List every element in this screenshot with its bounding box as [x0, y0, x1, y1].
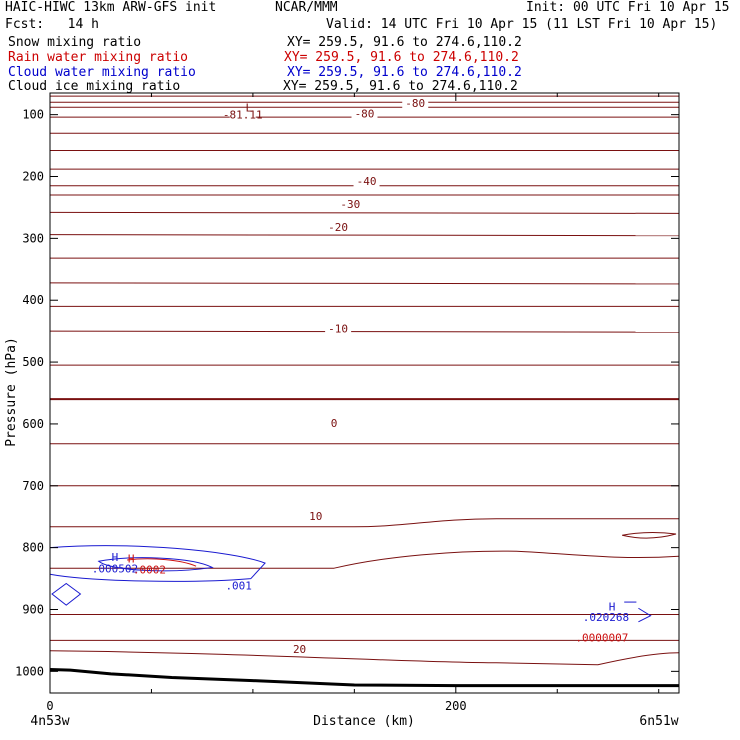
- contour-value-label: .001: [225, 580, 252, 593]
- y-tick-label: 200: [22, 170, 44, 184]
- isotherm-line: [49, 282, 680, 285]
- y-tick-label: 600: [22, 417, 44, 431]
- org-title: NCAR/MMM: [275, 0, 338, 15]
- cloud-water-diamond: [51, 582, 82, 606]
- isotherm-label: -80: [405, 97, 425, 110]
- isotherm-label-bg: [302, 510, 329, 523]
- isotherm-label: -81.11: [223, 108, 263, 121]
- isotherm-label-bg: [353, 176, 380, 189]
- cloud-water-contour-right: [638, 607, 652, 623]
- isotherm-closed-contour: [622, 531, 677, 539]
- field-cloud-water-name: Cloud water mixing ratio: [8, 65, 196, 80]
- y-tick-label: 300: [22, 231, 44, 245]
- contour-value-label: .020268: [583, 611, 629, 624]
- isotherm-line: [50, 550, 680, 569]
- extremum-label: H: [609, 601, 616, 614]
- isotherm-label: 0: [331, 417, 338, 430]
- contour-value-label: .0002: [133, 564, 166, 577]
- y-axis-label: Pressure (hPa): [4, 337, 19, 447]
- contour-value-label: .000502: [92, 562, 138, 575]
- isotherm-label-bg: [351, 108, 378, 121]
- x-start-label: 4n53w: [30, 714, 69, 729]
- valid-time: Valid: 14 UTC Fri 10 Apr 15 (11 LST Fri …: [326, 17, 718, 32]
- y-tick-label: 800: [22, 541, 44, 555]
- x-tick-label: 0: [46, 699, 53, 713]
- isotherm-label: -10: [328, 322, 348, 335]
- plot-frame: [49, 92, 680, 694]
- isotherm-label-bg: [402, 98, 429, 111]
- cloud-water-contour-inner: [97, 557, 214, 572]
- y-tick-label: 500: [22, 355, 44, 369]
- field-rain-xy: XY= 259.5, 91.6 to 274.6,110.2: [284, 50, 519, 65]
- ground-line: [49, 667, 679, 688]
- isotherm-line: [49, 330, 680, 333]
- field-cloud-ice-xy: XY= 259.5, 91.6 to 274.6,110.2: [283, 79, 518, 94]
- x-tick-label: 200: [445, 699, 467, 713]
- field-snow-name: Snow mixing ratio: [8, 35, 142, 50]
- field-cloud-water-xy: XY= 259.5, 91.6 to 274.6,110.2: [287, 65, 522, 80]
- x-end-label: 6n51w: [639, 714, 678, 729]
- isotherm-label-bg: [325, 323, 352, 336]
- extremum-label: H: [112, 551, 119, 564]
- x-axis-label: Distance (km): [313, 714, 415, 729]
- isotherm-label: -30: [340, 198, 360, 211]
- isotherm-label: -40: [357, 175, 377, 188]
- extremum-label: L: [246, 102, 253, 115]
- model-title: HAIC-HIWC 13km ARW-GFS init: [5, 0, 217, 15]
- forecast-hour: Fcst: 14 h: [5, 17, 99, 32]
- isotherm-label-bg: [229, 109, 256, 122]
- field-snow-xy: XY= 259.5, 91.6 to 274.6,110.2: [287, 35, 522, 50]
- isotherm-line: [49, 650, 680, 666]
- isotherm-line: [49, 234, 680, 237]
- isotherm-lines: [49, 95, 680, 666]
- isotherm-label-bg: [325, 221, 352, 234]
- y-tick-label: 1000: [15, 664, 44, 678]
- isotherm-label-bg: [337, 199, 364, 212]
- isotherm-line: [49, 211, 680, 214]
- y-tick-label: 100: [22, 108, 44, 122]
- y-tick-label: 700: [22, 479, 44, 493]
- field-rain-name: Rain water mixing ratio: [8, 50, 189, 65]
- cloud-water-contour: [49, 545, 266, 582]
- ground-line-group: [49, 667, 679, 688]
- extremum-label: H: [128, 552, 135, 565]
- y-tick-label: 400: [22, 293, 44, 307]
- y-tick-label: 900: [22, 602, 44, 616]
- isotherm-label: -80: [355, 108, 375, 121]
- isotherm-label-bg: [286, 643, 313, 656]
- contour-value-label: .0000007: [575, 632, 628, 645]
- field-cloud-ice-name: Cloud ice mixing ratio: [8, 79, 181, 94]
- isotherm-label: -20: [328, 221, 348, 234]
- isotherm-line: [50, 518, 679, 528]
- isotherm-label: 10: [309, 510, 322, 523]
- isotherm-label-bg: [321, 418, 348, 431]
- init-time: Init: 00 UTC Fri 10 Apr 15: [526, 0, 730, 15]
- rain-contours: [127, 558, 197, 567]
- cloud-water-contours: [49, 545, 652, 623]
- rain-contour: [127, 558, 197, 567]
- isotherm-label: 20: [293, 643, 306, 656]
